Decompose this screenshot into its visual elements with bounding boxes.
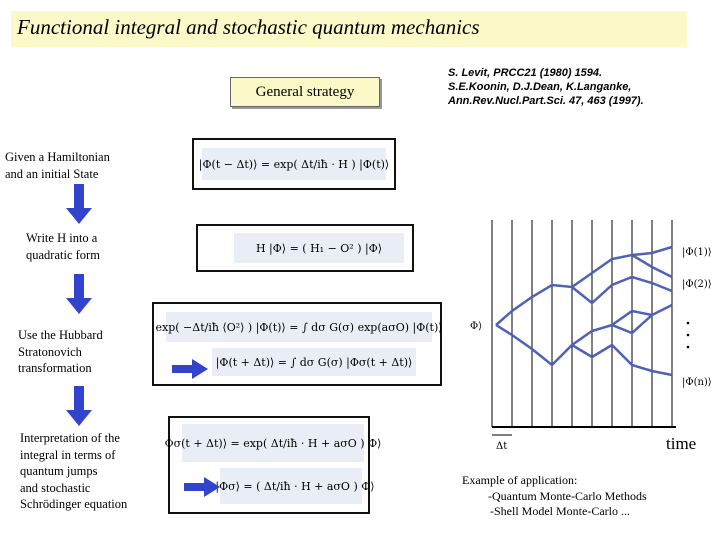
title-bar [11,11,687,47]
equation-integral: |Φ(t + Δt)⟩ = ∫ dσ G(σ) |Φσ(t + Δt)⟩ [212,348,416,376]
ellipsis-icon [686,321,690,349]
right-arrow-icon [172,359,208,379]
step-text: and an initial State [5,166,99,181]
trajectory-path [571,275,673,305]
trajectory-path [571,343,673,377]
step-hubbard: Use the Hubbard Stratonovich transformat… [18,327,103,377]
down-arrow-icon [66,386,92,426]
equation-quadratic: H |Φ⟩ = ( H₁ − O² ) |Φ⟩ [234,233,404,263]
step-text: Stratonovich [18,344,82,359]
step-text: transformation [18,361,92,375]
reference-line: S. Levit, PRCC21 (1980) 1594. [448,67,603,79]
equation-increment: Δ|Φσ⟩ = ( Δt/iħ · H + aσO ) Φ⟩ [207,468,375,504]
equation-box-evolution: |Φ(t − Δt)⟩ = exp( Δt/iħ · H ) |Φ(t)⟩ [192,138,396,190]
step-text: Write H into a [26,231,98,245]
trajectory-label-1: |Φ(1)⟩ [682,247,712,258]
step-text: Given a Hamiltonian [5,150,110,164]
reference-line: Ann.Rev.Nucl.Part.Sci. 47, 463 (1997). [448,95,644,107]
page-title: Functional integral and stochastic quant… [17,15,480,39]
trajectory-diagram: Φ⟩ |Φ(1)⟩ |Φ(2)⟩ |Φ(n)⟩ Δt [470,220,712,452]
references: S. Levit, PRCC21 (1980) 1594. S.E.Koonin… [448,66,644,108]
down-arrow-icon [66,184,92,224]
step-label: Δt [496,441,507,452]
trajectory-path [495,303,673,367]
time-grid [491,220,673,427]
reference-line: S.E.Koonin, D.J.Dean, K.Langanke, [448,81,632,93]
step-text: Use the Hubbard [18,328,103,342]
step-quadratic: Write H into a quadratic form [26,230,100,263]
equation-hubbard: exp( −Δt/iħ ⟨O²⟩ ) |Φ(t)⟩ = ∫ dσ G(σ) ex… [155,312,443,342]
step-hamiltonian: Given a Hamiltonian and an initial State [5,149,110,182]
step-text: integral in terms of [20,447,116,462]
example-block: Example of application: -Quantum Monte-C… [462,473,647,520]
strategy-label: General strategy [230,77,380,107]
step-text: Interpretation of the [20,431,120,445]
trajectory-path [495,245,673,326]
time-axis-label: time [666,434,697,453]
equation-evolution: |Φ(t − Δt)⟩ = exp( Δt/iħ · H ) |Φ(t)⟩ [199,148,389,180]
step-interpretation: Interpretation of the integral in terms … [20,430,127,513]
step-text: quantum jumps [20,464,98,478]
example-item: -Quantum Monte-Carlo Methods [488,488,647,503]
trajectory-label-n: |Φ(n)⟩ [682,377,712,388]
step-text: and stochastic [20,480,91,495]
step-text: Schrödinger equation [20,497,128,511]
initial-state-label: Φ⟩ [470,321,482,332]
example-heading: Example of application: [462,473,578,487]
equation-box-interpretation: Φσ(t + Δt)⟩ = exp( Δt/iħ · H + aσO ) Φ⟩ … [165,416,381,514]
trajectory-path [611,309,653,327]
equation-trajectory: Φσ(t + Δt)⟩ = exp( Δt/iħ · H + aσO ) Φ⟩ [165,424,381,462]
trajectories [495,245,673,377]
trajectory-path [631,253,673,279]
equation-box-quadratic: H |Φ⟩ = ( H₁ − O² ) |Φ⟩ [196,224,414,272]
trajectory-label-2: |Φ(2)⟩ [682,279,712,290]
example-item: -Shell Model Monte-Carlo ... [490,504,630,518]
down-arrow-icon [66,274,92,314]
equation-box-hubbard: exp( −Δt/iħ ⟨O²⟩ ) |Φ(t)⟩ = ∫ dσ G(σ) ex… [152,302,443,386]
right-arrow-icon [184,477,220,497]
step-text: quadratic form [26,247,100,262]
